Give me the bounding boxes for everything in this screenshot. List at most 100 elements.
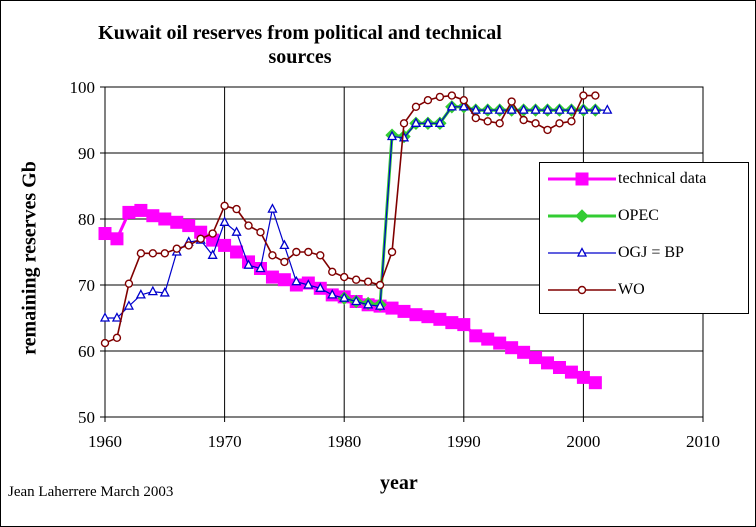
- data-point-ogj: [554, 104, 565, 114]
- data-point-ogj: [434, 117, 445, 127]
- data-point-ogj: [111, 312, 123, 322]
- data-point-wo: [340, 272, 349, 282]
- data-point-wo: [363, 277, 373, 286]
- data-point-wo: [244, 221, 253, 230]
- data-point-wo: [208, 229, 217, 238]
- data-point-ogj: [219, 216, 230, 226]
- data-point-technical: [505, 341, 519, 355]
- legend: technical data OPEC OGJ = BP WO: [539, 162, 749, 314]
- data-point-technical: [421, 310, 435, 324]
- data-point-wo: [495, 119, 504, 128]
- data-point-wo: [555, 119, 564, 128]
- data-point-ogj: [231, 226, 242, 236]
- data-point-wo: [196, 234, 205, 244]
- data-point-technical: [409, 308, 423, 322]
- data-point-ogj: [578, 104, 589, 114]
- data-point-ogj: [530, 104, 541, 114]
- data-point-wo: [316, 251, 325, 260]
- data-point-wo: [351, 275, 361, 284]
- data-point-technical: [146, 209, 160, 223]
- data-point-wo: [543, 125, 552, 135]
- data-point-ogj: [542, 104, 553, 114]
- data-point-technical: [98, 227, 112, 241]
- legend-marker-wo: [577, 285, 587, 295]
- data-point-technical: [576, 370, 590, 384]
- data-point-ogj: [135, 289, 146, 299]
- data-point-technical: [541, 356, 555, 370]
- data-point-technical: [110, 232, 124, 246]
- data-point-ogj: [159, 287, 170, 297]
- data-point-wo: [435, 92, 445, 102]
- data-point-technical: [517, 345, 531, 359]
- data-point-ogj: [422, 117, 434, 127]
- data-point-ogj: [590, 104, 601, 114]
- data-point-technical: [588, 376, 602, 390]
- data-point-technical: [170, 215, 184, 229]
- data-point-ogj: [458, 100, 469, 111]
- data-point-ogj: [267, 203, 278, 213]
- data-point-ogj: [602, 104, 613, 114]
- data-point-wo: [220, 201, 229, 211]
- data-point-ogj: [255, 262, 266, 273]
- data-point-ogj: [339, 292, 350, 302]
- data-point-wo: [459, 95, 468, 105]
- data-point-wo: [399, 119, 409, 128]
- y-tick-label: 70: [78, 276, 95, 295]
- data-point-technical: [182, 219, 196, 233]
- legend-label-opec: OPEC: [618, 207, 659, 224]
- legend-item-ogj: OGJ = BP: [540, 243, 748, 263]
- data-point-ogj: [123, 300, 135, 310]
- data-point-ogj: [99, 312, 111, 322]
- data-point-ogj: [279, 239, 290, 250]
- legend-item-technical: technical data: [540, 169, 748, 189]
- data-point-ogj: [243, 259, 254, 269]
- data-point-technical: [122, 205, 136, 219]
- data-point-ogj: [566, 104, 577, 114]
- legend-label-ogj: OGJ = BP: [618, 244, 684, 261]
- data-point-ogj: [446, 100, 457, 111]
- data-point-wo: [483, 117, 492, 126]
- data-point-technical: [397, 304, 411, 318]
- data-point-ogj: [410, 117, 422, 127]
- data-point-ogj: [147, 285, 158, 296]
- legend-symbol-wo: [548, 285, 616, 295]
- legend-marker-technical: [575, 172, 589, 186]
- data-point-technical: [552, 361, 566, 374]
- data-point-ogj: [207, 249, 218, 259]
- data-point-wo: [328, 267, 337, 276]
- legend-symbol-technical: [548, 172, 616, 186]
- data-point-wo: [531, 119, 540, 128]
- data-point-wo: [136, 249, 146, 258]
- data-point-ogj: [470, 104, 481, 114]
- data-point-wo: [256, 227, 265, 237]
- legend-marker-ogj: [576, 247, 588, 257]
- data-point-technical: [493, 336, 507, 350]
- legend-symbol-opec: [548, 209, 616, 223]
- data-point-ogj: [363, 298, 374, 309]
- author-credit: Jean Laherrere March 2003: [8, 484, 174, 500]
- y-tick-label: 60: [78, 342, 95, 361]
- chart-title-line2: sources: [268, 46, 332, 68]
- data-point-technical: [134, 203, 148, 217]
- data-point-wo: [172, 244, 181, 253]
- legend-item-opec: OPEC: [540, 206, 748, 226]
- data-point-wo: [423, 95, 433, 105]
- data-point-wo: [160, 249, 170, 258]
- data-point-wo: [232, 204, 241, 214]
- data-point-wo: [387, 247, 397, 257]
- x-axis-label: year: [380, 472, 418, 494]
- series-wo: [100, 91, 600, 348]
- data-point-wo: [304, 247, 313, 257]
- data-point-technical: [230, 245, 244, 259]
- data-point-technical: [529, 351, 543, 365]
- data-point-wo: [292, 247, 301, 257]
- x-tick-label: 1990: [447, 432, 481, 451]
- data-point-technical: [433, 312, 447, 326]
- data-point-ogj: [315, 282, 326, 292]
- y-tick-label: 80: [78, 210, 95, 229]
- data-point-ogj: [303, 279, 314, 289]
- data-point-wo: [579, 91, 588, 100]
- data-point-wo: [280, 257, 289, 267]
- x-tick-label: 1970: [208, 432, 242, 451]
- data-point-ogj: [494, 104, 505, 114]
